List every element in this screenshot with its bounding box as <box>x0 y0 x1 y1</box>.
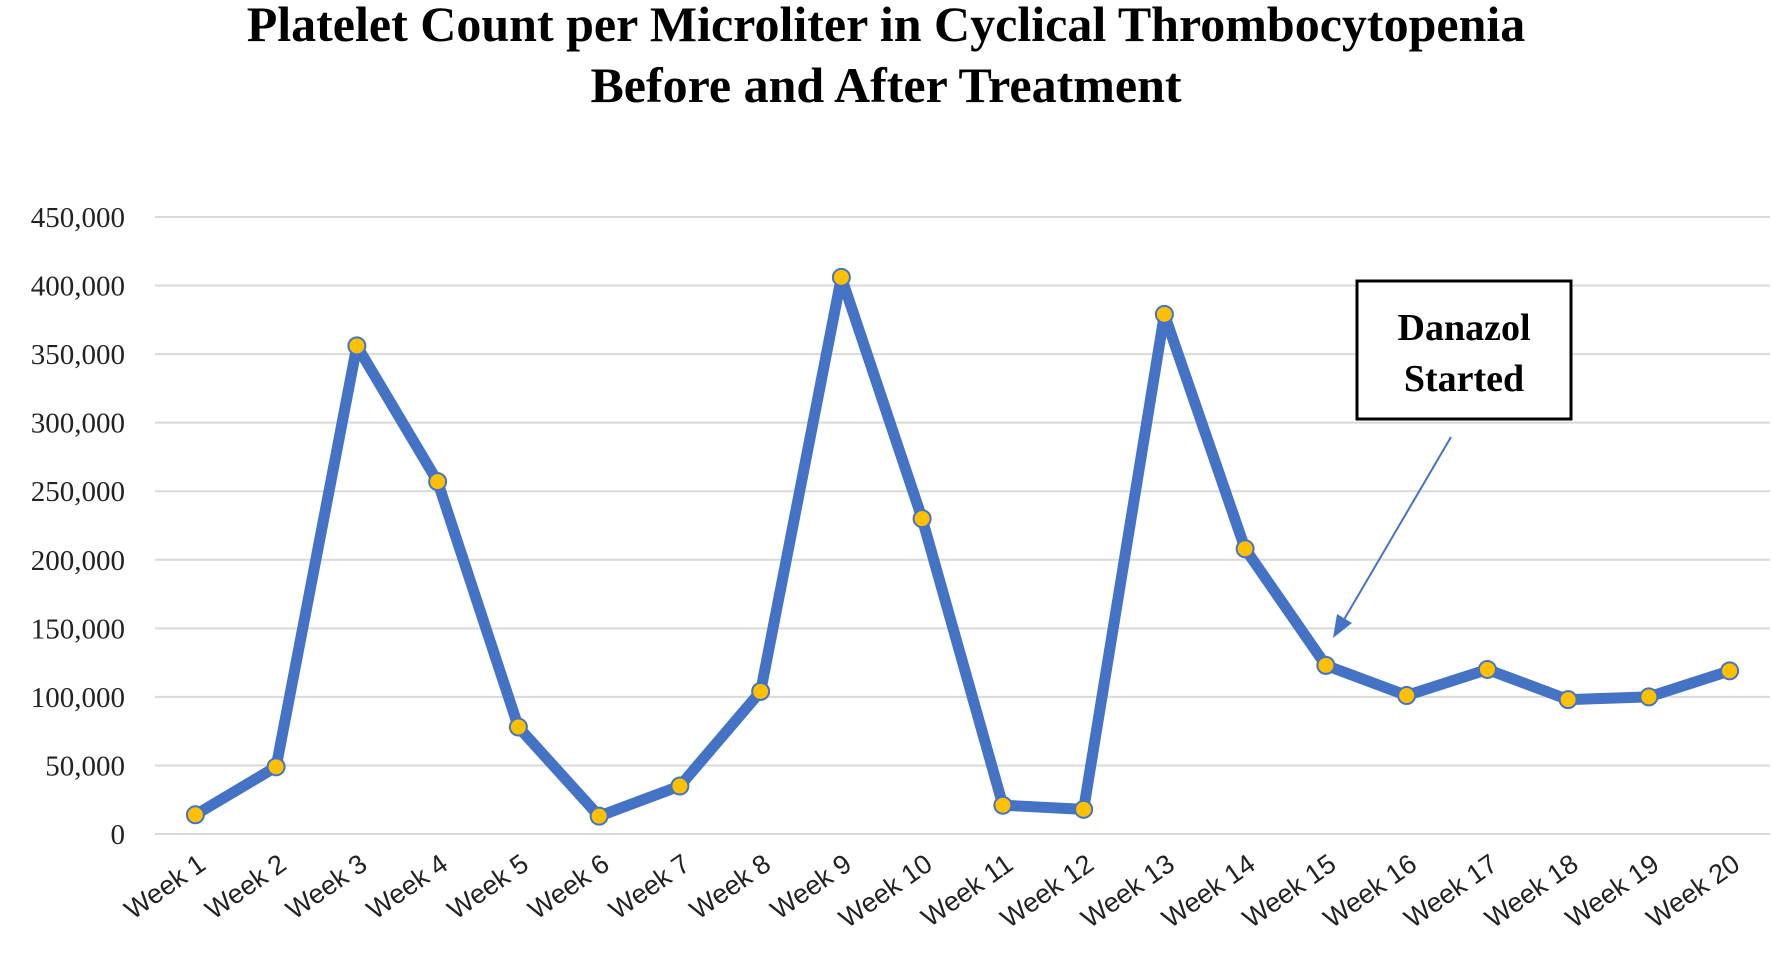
annotation-line-2: Started <box>1404 358 1524 400</box>
data-point <box>1397 686 1417 706</box>
data-point <box>508 717 528 737</box>
y-tick-label: 400,000 <box>31 271 125 303</box>
data-point <box>1720 661 1740 681</box>
x-tick-label: Week 3 <box>281 848 373 925</box>
series-line <box>189 271 1736 822</box>
data-point <box>1235 539 1255 559</box>
data-point <box>751 681 771 701</box>
data-point <box>831 267 851 287</box>
data-point <box>589 806 609 826</box>
series-line-group <box>185 267 1740 826</box>
chart-title: Platelet Count per Microliter in Cyclica… <box>246 0 1526 52</box>
x-tick-label: Week 2 <box>200 848 292 925</box>
data-point <box>912 509 932 529</box>
x-tick-label: Week 1 <box>119 848 211 925</box>
chart-subtitle: Before and After Treatment <box>590 57 1182 113</box>
y-tick-label: 50,000 <box>45 750 125 782</box>
annotation-line-1: Danazol <box>1398 307 1531 349</box>
y-tick-label: 0 <box>111 819 126 851</box>
data-point <box>428 472 448 492</box>
data-point <box>1639 687 1659 707</box>
annotation-arrowhead <box>1333 614 1352 638</box>
y-tick-label: 200,000 <box>31 545 125 577</box>
x-tick-label: Week 8 <box>684 848 776 925</box>
annotation-box <box>1355 279 1573 421</box>
data-point <box>1477 659 1497 679</box>
data-point <box>185 805 205 825</box>
data-point <box>1074 799 1094 819</box>
x-tick-label: Week 20 <box>1641 848 1745 933</box>
y-axis: 0 50,000 100,000 150,000 200,000 250,000 300,0… <box>31 202 125 851</box>
x-tick-label: Week 6 <box>523 848 615 925</box>
y-tick-label: 450,000 <box>31 202 125 234</box>
data-point <box>1316 655 1336 675</box>
y-tick-label: 250,000 <box>31 476 125 508</box>
data-point <box>1558 690 1578 710</box>
data-point <box>347 336 367 356</box>
data-point <box>670 776 690 796</box>
y-tick-label: 150,000 <box>31 613 125 645</box>
x-tick-label: Week 7 <box>604 848 696 925</box>
y-tick-label: 100,000 <box>31 682 125 714</box>
x-tick-label: Week 10 <box>833 848 937 933</box>
x-tick-label: Week 4 <box>361 848 453 925</box>
chart-title-block: Platelet Count per Microliter in Cyclica… <box>0 0 1772 116</box>
annotation: Danazol Started <box>1333 279 1573 638</box>
y-tick-label: 350,000 <box>31 339 125 371</box>
data-point <box>1154 304 1174 324</box>
data-point <box>993 795 1013 815</box>
y-tick-label: 300,000 <box>31 408 125 440</box>
data-point <box>266 757 286 777</box>
x-tick-label: Week 5 <box>442 848 534 925</box>
annotation-arrow <box>1341 436 1452 624</box>
